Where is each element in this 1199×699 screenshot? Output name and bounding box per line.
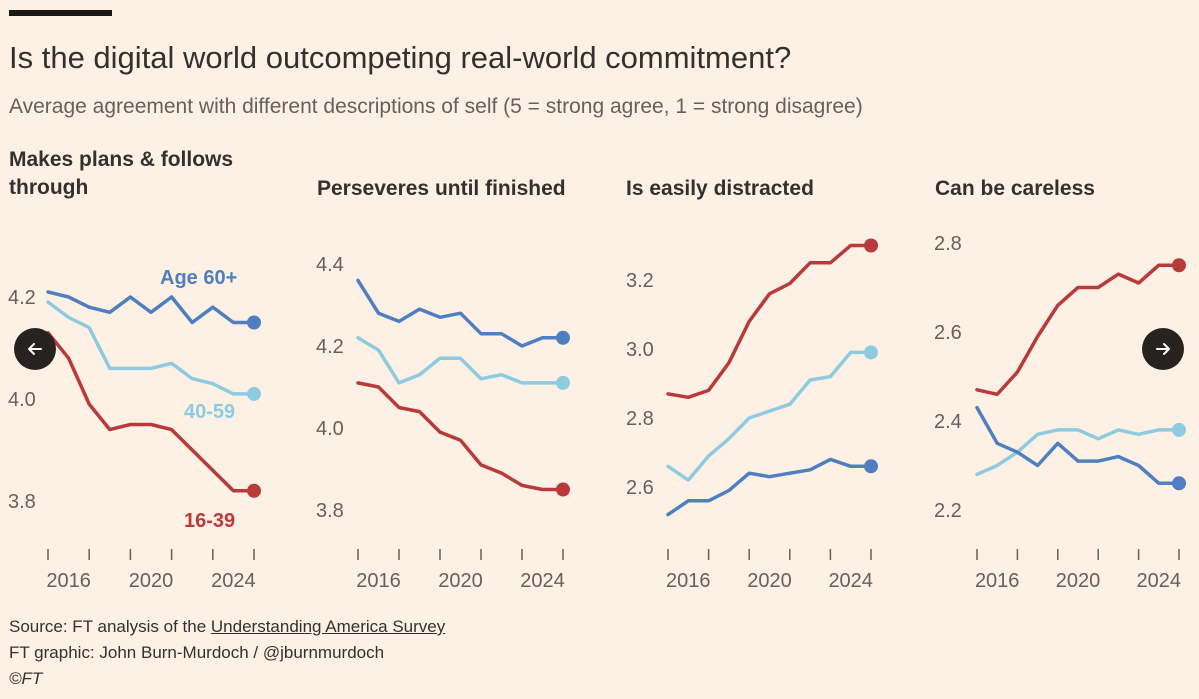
- x-tick-label: 2024: [828, 570, 873, 592]
- x-tick-label: 2024: [520, 570, 565, 592]
- y-tick-label: 3.8: [8, 491, 36, 513]
- series-end-dot-age-60-plus: [556, 330, 570, 345]
- series-label-age-40-59: 40-59: [184, 401, 235, 423]
- y-tick-label: 3.0: [626, 339, 654, 361]
- x-tick-label: 2020: [129, 570, 174, 592]
- next-button[interactable]: [1142, 328, 1184, 370]
- series-end-dot-age-40-59: [1172, 422, 1186, 437]
- y-tick-label: 4.0: [8, 389, 36, 411]
- series-line-age-60-plus: [46, 290, 256, 325]
- series-line-age-60-plus: [666, 457, 873, 517]
- y-tick-label: 2.8: [626, 408, 654, 430]
- x-tick-label: 2016: [975, 570, 1020, 592]
- y-tick-label: 2.4: [934, 411, 962, 433]
- series-end-dot-age-60-plus: [247, 315, 261, 330]
- x-tick-label: 2024: [211, 570, 256, 592]
- series-end-dot-age-40-59: [556, 375, 570, 390]
- series-line-age-40-59: [975, 428, 1181, 477]
- series-line-age-60-plus: [356, 278, 565, 348]
- x-tick-label: 2024: [1137, 570, 1182, 592]
- x-tick-label: 2020: [438, 570, 483, 592]
- chart-title: Is the digital world outcompeting real-w…: [9, 40, 792, 75]
- series-line-age-40-59: [666, 350, 873, 482]
- series-end-dot-age-16-39: [247, 483, 261, 498]
- y-tick-label: 2.2: [934, 500, 962, 522]
- x-tick-label: 2016: [46, 570, 91, 592]
- source-link[interactable]: Understanding America Survey: [210, 617, 446, 636]
- series-end-dot-age-16-39: [1172, 258, 1186, 273]
- y-tick-label: 4.2: [316, 336, 344, 358]
- series-line-age-16-39: [46, 330, 256, 493]
- y-tick-label: 4.2: [8, 287, 36, 309]
- panel-title-plans: Makes plans & follows through: [9, 148, 234, 199]
- y-tick-label: 4.0: [316, 418, 344, 440]
- series-end-dot-age-40-59: [247, 386, 261, 401]
- chart-subtitle: Average agreement with different descrip…: [9, 95, 863, 118]
- source-prefix: Source: FT analysis of the: [9, 617, 211, 636]
- panel-title-distracted: Is easily distracted: [626, 177, 814, 200]
- y-tick-label: 2.6: [934, 322, 962, 344]
- series-label-age-16-39: 16-39: [184, 510, 235, 532]
- series-end-dot-age-60-plus: [1172, 476, 1186, 491]
- panel-title-perseveres: Perseveres until finished: [317, 177, 566, 200]
- y-tick-label: 4.4: [316, 254, 344, 276]
- y-tick-label: 3.8: [316, 500, 344, 522]
- source-line: Source: FT analysis of the Understanding…: [9, 617, 445, 637]
- x-tick-label: 2020: [747, 570, 792, 592]
- copyright: ©FT: [9, 669, 43, 688]
- arrow-right-icon: [1156, 343, 1170, 355]
- y-tick-label: 3.2: [626, 270, 654, 292]
- series-end-dot-age-16-39: [556, 482, 570, 497]
- series-line-age-16-39: [975, 263, 1181, 397]
- series-line-age-16-39: [356, 381, 565, 492]
- series-end-dot-age-16-39: [864, 238, 878, 253]
- x-tick-label: 2016: [356, 570, 401, 592]
- series-line-age-60-plus: [975, 405, 1181, 486]
- panel-title-careless: Can be careless: [935, 177, 1095, 200]
- series-line-age-40-59: [46, 300, 256, 396]
- credit-line: FT graphic: John Burn-Murdoch / @jburnmu…: [9, 643, 385, 662]
- series-line-age-16-39: [666, 243, 873, 400]
- x-tick-label: 2020: [1056, 570, 1101, 592]
- prev-button[interactable]: [14, 328, 56, 370]
- series-end-dot-age-40-59: [864, 345, 878, 360]
- arrow-left-icon: [28, 343, 42, 355]
- y-tick-label: 2.8: [934, 233, 962, 255]
- series-label-age-60-plus: Age 60+: [160, 267, 237, 289]
- series-end-dot-age-60-plus: [864, 459, 878, 474]
- x-tick-label: 2016: [666, 570, 711, 592]
- series-line-age-40-59: [356, 336, 565, 385]
- y-tick-label: 2.6: [626, 477, 654, 499]
- brand-bar: [9, 10, 112, 16]
